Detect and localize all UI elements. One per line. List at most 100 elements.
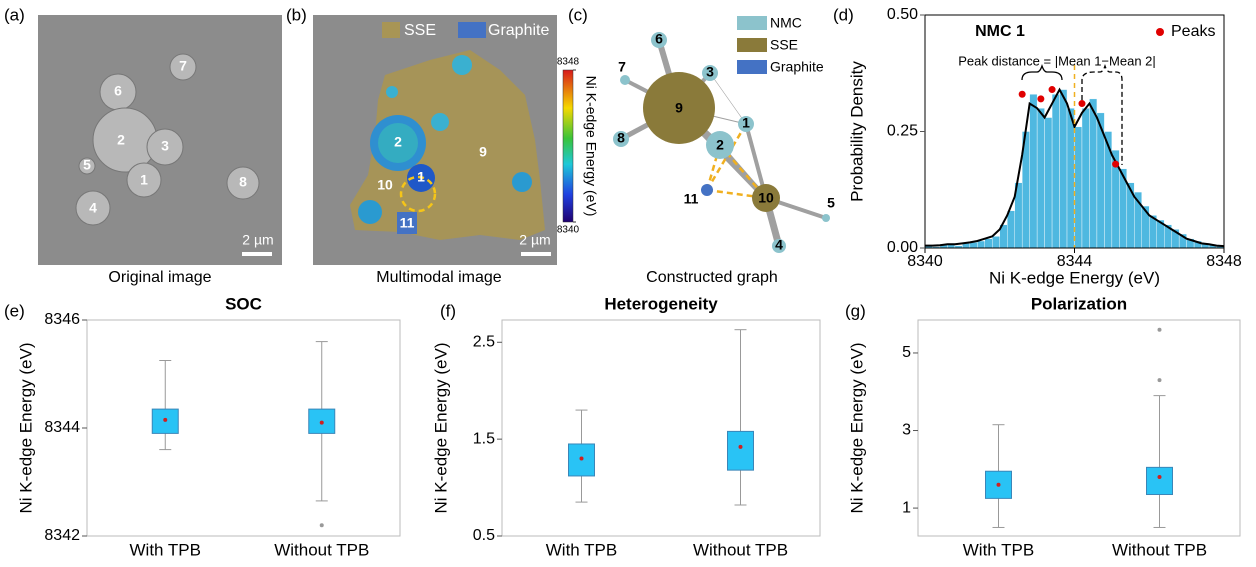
outlier [320, 523, 324, 527]
legend-label: Peaks [1171, 23, 1215, 40]
histogram-bar [992, 236, 999, 248]
y-tick-label: 0.50 [887, 6, 918, 23]
particle-label: 7 [179, 58, 187, 74]
mean-marker [997, 483, 1001, 487]
x-tick-label: With TPB [546, 540, 617, 559]
x-tick-label: 8348 [1206, 253, 1242, 270]
scale-label: 2 µm [242, 232, 273, 248]
particle-label: 2 [117, 132, 125, 148]
x-tick-label: Without TPB [1112, 540, 1207, 559]
histogram-bar [1052, 94, 1059, 248]
peak-marker [1019, 91, 1026, 98]
y-tick-label: 0.00 [887, 239, 918, 256]
region-label: 9 [479, 144, 487, 160]
y-tick-label: 8346 [44, 311, 80, 328]
region-label: 2 [394, 134, 402, 150]
histogram-bar [1037, 108, 1044, 248]
y-tick-label: 8344 [44, 419, 80, 436]
peak-marker [1037, 95, 1044, 102]
legend-swatch [737, 16, 767, 30]
mean-marker [739, 445, 743, 449]
histogram-bar [1060, 90, 1067, 248]
y-axis-title: Probability Density [847, 61, 866, 202]
panel-label: (b) [286, 5, 307, 24]
legend-label: Graphite [488, 22, 549, 39]
histogram-bar [1089, 99, 1096, 248]
legend-swatch [382, 22, 400, 38]
graph-c: 1 2 3 4 5 6 7 8 9 10 11 NMC SSE Graphite… [613, 15, 835, 287]
panel-label: (e) [4, 301, 25, 320]
node-label: 7 [618, 59, 626, 75]
outlier [1158, 328, 1162, 332]
region-label: 1 [417, 169, 425, 185]
y-axis-title: Ni K-edge Energy (eV) [431, 342, 450, 513]
chart-title: Polarization [1031, 294, 1127, 313]
legend-marker [1156, 28, 1164, 36]
panel-label: (a) [4, 5, 25, 24]
node-label: 8 [617, 130, 625, 146]
panel-label: (f) [440, 301, 456, 320]
mean-marker [320, 421, 324, 425]
node-label: 2 [716, 137, 724, 153]
y-axis-title: Ni K-edge Energy (eV) [16, 342, 35, 513]
y-tick-label: 3 [902, 422, 911, 439]
x-tick-label: With TPB [130, 540, 201, 559]
x-tick-label: Without TPB [274, 540, 369, 559]
histogram-bar [1075, 127, 1082, 248]
chart-title: SOC [225, 294, 262, 313]
axes-frame [87, 320, 400, 536]
particle-label: 5 [83, 157, 91, 173]
peak-marker [1078, 100, 1085, 107]
histogram-bar [1045, 118, 1052, 248]
histogram-bar [970, 242, 977, 248]
legend-label: NMC [770, 15, 802, 31]
axes-frame [918, 320, 1240, 536]
chart-title: Heterogeneity [604, 294, 718, 313]
region-label: 11 [400, 215, 415, 231]
colorbar-tick-label: 8348 [557, 57, 580, 68]
x-tick-label: With TPB [963, 540, 1034, 559]
image-a: 7 6 2 3 5 1 4 8 2 µm Original image [38, 15, 282, 286]
histogram-bar [985, 239, 992, 248]
box [728, 431, 754, 470]
x-axis-title: Ni K-edge Energy (eV) [989, 268, 1160, 287]
axes-frame [502, 320, 820, 536]
region-label: 10 [377, 177, 393, 193]
legend-label: SSE [770, 37, 798, 53]
y-tick-label: 1 [902, 499, 911, 516]
node-label: 9 [675, 100, 683, 116]
histogram-bar [1082, 108, 1089, 248]
particle-label: 8 [239, 174, 247, 190]
figure: (a) (b) (c) (d) (e) (f) (g) 7 6 2 3 5 1 … [0, 0, 1256, 562]
annotation: Peak distance = |Mean 1−Mean 2| [958, 53, 1156, 68]
x-tick-label: Without TPB [693, 540, 788, 559]
mean-marker [580, 457, 584, 461]
peak-marker [1112, 161, 1119, 168]
histogram-bar [1067, 108, 1074, 248]
y-tick-label: 0.5 [473, 527, 495, 544]
legend-label: Graphite [770, 59, 824, 75]
histogram-bar [1030, 94, 1037, 248]
y-tick-label: 1.5 [473, 430, 495, 447]
y-tick-label: 8342 [44, 527, 80, 544]
particle-label: 4 [89, 200, 97, 216]
colorbar-tick-label: 8340 [557, 225, 580, 236]
particle-label: 1 [140, 172, 148, 188]
particle-label: 3 [161, 138, 169, 154]
particle-label: 6 [114, 83, 122, 99]
node-label: 6 [655, 31, 663, 47]
panel-label: (g) [845, 301, 866, 320]
panel-label: (c) [568, 5, 588, 24]
y-axis-title: Ni K-edge Energy (eV) [847, 342, 866, 513]
histogram-bar [1142, 206, 1149, 248]
mean-marker [1158, 475, 1162, 479]
node-label: 4 [775, 237, 783, 253]
colorbar-title: Ni K-edge Energy (eV) [583, 76, 599, 217]
colorbar [563, 70, 573, 222]
legend-swatch [737, 38, 767, 52]
caption: Original image [108, 269, 211, 286]
node-label: 10 [758, 190, 774, 206]
node-label: 5 [827, 195, 835, 211]
peak-marker [1049, 86, 1056, 93]
scale-label: 2 µm [519, 232, 550, 248]
